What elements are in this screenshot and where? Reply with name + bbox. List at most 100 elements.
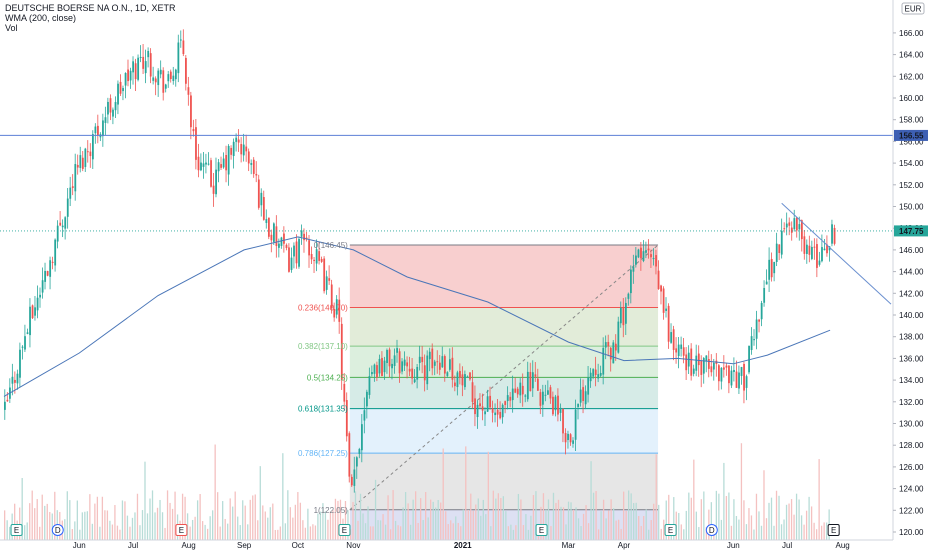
event-marker-letter: E xyxy=(668,526,673,535)
candle-body xyxy=(670,332,673,343)
volume-bar xyxy=(219,526,221,540)
volume-bar xyxy=(9,526,11,540)
volume-bar xyxy=(512,529,515,540)
volume-bar xyxy=(685,510,687,540)
volume-bar xyxy=(535,491,537,540)
event-marker-earnings-current[interactable]: E xyxy=(827,524,840,536)
time-tick-label: Jul xyxy=(782,541,792,550)
volume-bar xyxy=(750,515,753,540)
time-tick-label: Jun xyxy=(727,541,740,550)
candle-body xyxy=(21,346,24,348)
candle-body xyxy=(491,408,494,413)
price-tick-label: 150.00 xyxy=(899,203,924,212)
candle-body xyxy=(743,363,745,391)
event-marker-earnings-red[interactable]: E xyxy=(175,524,188,536)
candle-body xyxy=(514,388,517,393)
volume-bar xyxy=(217,492,219,540)
candle-body xyxy=(69,187,72,199)
volume-bar xyxy=(562,507,565,540)
volume-bar xyxy=(111,524,114,540)
candle-body xyxy=(484,411,486,415)
volume-bar xyxy=(232,506,234,540)
price-tick-label: 126.00 xyxy=(899,463,924,472)
volume-bar xyxy=(620,528,622,540)
event-marker-earnings[interactable]: E xyxy=(10,524,23,536)
event-marker-earnings[interactable]: E xyxy=(535,524,548,536)
volume-bar xyxy=(490,526,492,540)
candle-body xyxy=(655,255,657,267)
volume-bar xyxy=(166,490,169,540)
candle-body xyxy=(345,400,348,437)
volume-bar xyxy=(49,511,51,540)
volume-bar xyxy=(520,499,522,540)
volume-bar xyxy=(748,508,750,540)
volume-indicator-label[interactable]: Vol xyxy=(5,23,18,33)
time-tick-label: 2021 xyxy=(454,541,472,550)
candle-body xyxy=(534,374,537,377)
event-marker-dividend[interactable]: D xyxy=(51,524,64,536)
candle-body xyxy=(129,70,132,81)
volume-bar xyxy=(402,507,404,540)
fib-level-label: 1(122.05) xyxy=(314,506,349,515)
candle-body xyxy=(79,155,82,168)
volume-bar xyxy=(555,502,557,540)
volume-bar xyxy=(279,526,281,540)
candle-body xyxy=(745,376,748,388)
volume-bar xyxy=(131,517,134,540)
volume-bar xyxy=(74,521,76,540)
volume-bar xyxy=(457,522,459,540)
volume-bar xyxy=(269,507,271,540)
volume-bar xyxy=(354,491,357,540)
volume-bar xyxy=(294,504,297,540)
candle-body xyxy=(358,449,361,454)
volume-bar xyxy=(577,518,580,540)
candle-body xyxy=(250,163,253,165)
wma-indicator-label[interactable]: WMA (200, close) xyxy=(5,13,77,23)
candle-body xyxy=(283,233,285,244)
volume-bar xyxy=(477,498,479,540)
candle-body xyxy=(255,173,258,176)
volume-bar xyxy=(437,499,439,540)
volume-bar xyxy=(793,514,795,540)
volume-bar xyxy=(304,527,307,540)
candle-body xyxy=(823,248,826,251)
candle-body xyxy=(723,367,725,370)
candle-body xyxy=(464,374,466,388)
volume-bar xyxy=(164,527,166,540)
candle-body xyxy=(640,247,642,259)
candle-body xyxy=(562,408,564,434)
volume-bars xyxy=(4,443,830,540)
candle-body xyxy=(41,280,44,293)
candle-body xyxy=(49,260,52,277)
candle-body xyxy=(695,355,698,371)
candle-body xyxy=(529,371,532,391)
candle-body xyxy=(408,368,411,372)
candle-body xyxy=(589,372,592,382)
volume-bar xyxy=(688,492,690,540)
candle-body xyxy=(220,164,223,168)
event-marker-earnings[interactable]: E xyxy=(338,524,351,536)
volume-bar xyxy=(262,505,264,540)
candle-body xyxy=(748,345,750,373)
candle-body xyxy=(144,61,147,74)
event-marker-dividend[interactable]: D xyxy=(705,524,718,536)
candle-body xyxy=(89,151,92,157)
event-marker-earnings[interactable]: E xyxy=(664,524,677,536)
symbol-title[interactable]: DEUTSCHE BOERSE NA O.N., 1D, XETR xyxy=(5,3,176,13)
volume-bar xyxy=(34,508,36,540)
candle-body xyxy=(499,411,502,419)
volume-bar xyxy=(507,526,510,540)
volume-bar xyxy=(680,524,682,540)
candle-body xyxy=(728,365,730,384)
candle-body xyxy=(582,387,585,401)
volume-bar xyxy=(565,524,567,540)
candle-body xyxy=(227,145,230,175)
candle-body xyxy=(44,270,47,282)
candle-body xyxy=(680,344,683,349)
candle-body xyxy=(39,294,41,298)
volume-bar xyxy=(770,497,773,540)
candle-body xyxy=(348,433,351,477)
candle-body xyxy=(557,395,559,415)
candle-body xyxy=(323,258,326,292)
